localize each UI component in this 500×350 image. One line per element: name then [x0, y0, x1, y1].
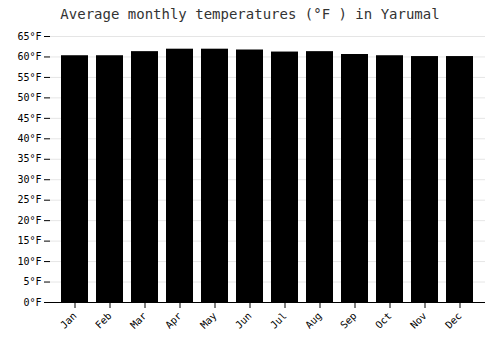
- svg-text:45°F: 45°F: [17, 113, 41, 124]
- svg-text:35°F: 35°F: [17, 153, 41, 164]
- svg-text:30°F: 30°F: [17, 174, 41, 185]
- svg-text:20°F: 20°F: [17, 215, 41, 226]
- svg-text:Sep: Sep: [338, 310, 359, 331]
- svg-text:55°F: 55°F: [17, 72, 41, 83]
- svg-text:0°F: 0°F: [23, 297, 41, 308]
- svg-text:May: May: [198, 310, 219, 331]
- html-text:Average monthly temperatures (: Average monthly temperatures (°F ) in Ya…: [60, 6, 440, 22]
- svg-text:5°F: 5°F: [23, 276, 41, 287]
- svg-text:65°F: 65°F: [17, 31, 41, 42]
- svg-text:Nov: Nov: [408, 310, 429, 331]
- svg-text:50°F: 50°F: [17, 92, 41, 103]
- svg-text:Jul: Jul: [268, 310, 289, 331]
- svg-text:40°F: 40°F: [17, 133, 41, 144]
- svg-text:Oct: Oct: [373, 310, 394, 331]
- svg-text:15°F: 15°F: [17, 235, 41, 246]
- svg-text:Dec: Dec: [443, 310, 464, 331]
- svg-text:Jan: Jan: [58, 310, 79, 331]
- svg-text:Apr: Apr: [163, 310, 184, 331]
- svg-text:Feb: Feb: [93, 310, 114, 331]
- svg-text:25°F: 25°F: [17, 194, 41, 205]
- svg-text:Aug: Aug: [303, 310, 324, 331]
- svg-text:Jun: Jun: [233, 310, 254, 331]
- svg-text:Mar: Mar: [128, 310, 149, 331]
- svg-text:60°F: 60°F: [17, 51, 41, 62]
- svg-text:10°F: 10°F: [17, 256, 41, 267]
